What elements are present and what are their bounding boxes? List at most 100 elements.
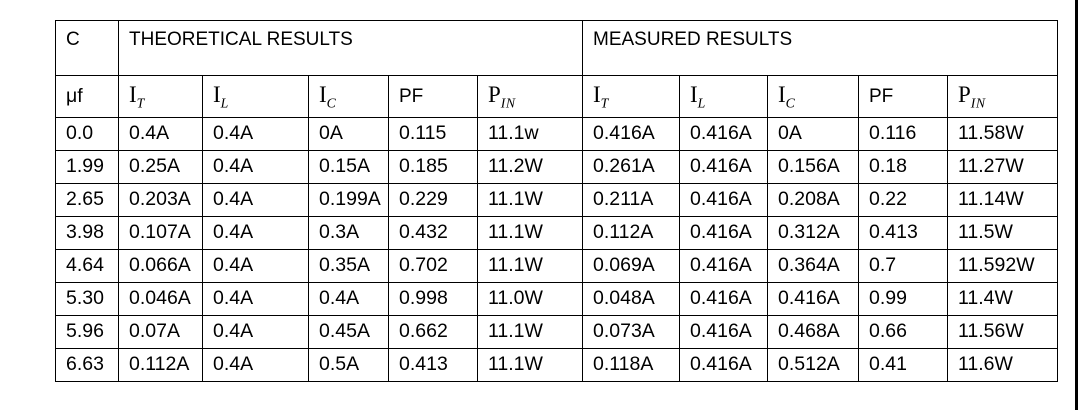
page-border-line <box>1075 0 1078 410</box>
table-row: 4.64 0.066A 0.4A 0.35A 0.702 11.1W 0.069A 0.416… <box>55 249 1059 283</box>
measured-cell-value: 0.156A <box>767 150 859 184</box>
capacitance-value: 0.0 <box>55 117 119 151</box>
group-header-row: C THEORETICAL RESULTS MEASURED RESULTS <box>55 20 1059 76</box>
header-symbol: PF <box>869 86 894 107</box>
theoretical-cell-value: 0.4A <box>308 282 389 316</box>
measured-col-header-pf: PF <box>858 75 948 118</box>
header-symbol: I <box>593 81 601 107</box>
measured-col-header-il: IL <box>679 75 768 118</box>
measured-cell-value: 0.118A <box>582 348 680 382</box>
measured-cell-value: 11.56W <box>946 315 1059 349</box>
theoretical-cell-value: 0.046A <box>118 282 203 316</box>
capacitance-value: 1.99 <box>55 150 119 184</box>
header-subscript: L <box>220 95 229 111</box>
column-header-row: μf IT IL IC PF PIN IT IL IC PF PIN <box>55 75 1059 118</box>
table-row: 5.96 0.07A 0.4A 0.45A 0.662 11.1W 0.073A 0.416A… <box>55 315 1059 349</box>
measured-cell-value: 11.5W <box>946 216 1059 250</box>
theoretical-cell-value: 0.4A <box>202 348 309 382</box>
theoretical-col-header-pf: PF <box>388 75 478 118</box>
theoretical-col-header-ic: IC <box>308 75 389 118</box>
header-symbol: I <box>319 81 327 107</box>
theoretical-cell-value: 0.112A <box>118 348 203 382</box>
capacitance-column-title: C <box>55 20 119 76</box>
theoretical-col-header-it: IT <box>118 75 203 118</box>
theoretical-cell-value: 0.25A <box>118 150 203 184</box>
measured-cell-value: 0.208A <box>767 183 859 217</box>
theoretical-results-header: THEORETICAL RESULTS <box>118 20 583 76</box>
measured-cell-value: 0.416A <box>679 282 768 316</box>
measured-cell-value: 11.58W <box>946 117 1059 151</box>
header-subscript: C <box>785 95 796 111</box>
measured-cell-value: 0.22 <box>858 183 948 217</box>
table-row: 5.30 0.046A 0.4A 0.4A 0.998 11.0W 0.048A 0.416A… <box>55 282 1059 316</box>
theoretical-cell-value: 0.203A <box>118 183 203 217</box>
theoretical-cell-value: 0.229 <box>388 183 478 217</box>
theoretical-cell-value: 11.1W <box>477 249 583 283</box>
measured-cell-value: 0.261A <box>582 150 680 184</box>
capacitance-value: 5.96 <box>55 315 119 349</box>
table-row: 2.65 0.203A 0.4A 0.199A 0.229 11.1W 0.211A 0.41… <box>55 183 1059 217</box>
capacitance-value: 4.64 <box>55 249 119 283</box>
theoretical-cell-value: 0A <box>308 117 389 151</box>
header-symbol: P <box>488 81 501 107</box>
header-symbol: P <box>958 81 971 107</box>
measured-cell-value: 0.069A <box>582 249 680 283</box>
theoretical-cell-value: 0.4A <box>202 183 309 217</box>
theoretical-cell-value: 0.4A <box>202 150 309 184</box>
measured-col-header-it: IT <box>582 75 680 118</box>
header-subscript: T <box>600 95 609 111</box>
measured-cell-value: 0.413 <box>858 216 948 250</box>
measured-cell-value: 0.18 <box>858 150 948 184</box>
header-symbol: I <box>129 81 137 107</box>
theoretical-cell-value: 11.1w <box>477 117 583 151</box>
theoretical-cell-value: 0.4A <box>202 315 309 349</box>
header-subscript: C <box>326 95 337 111</box>
theoretical-cell-value: 0.702 <box>388 249 478 283</box>
theoretical-cell-value: 0.4A <box>202 216 309 250</box>
theoretical-cell-value: 0.15A <box>308 150 389 184</box>
capacitance-unit-label: μf <box>55 75 119 118</box>
header-symbol: I <box>778 81 786 107</box>
theoretical-cell-value: 11.1W <box>477 315 583 349</box>
measured-cell-value: 0.416A <box>679 117 768 151</box>
capacitance-value: 6.63 <box>55 348 119 382</box>
theoretical-cell-value: 0.066A <box>118 249 203 283</box>
theoretical-col-header-pin: PIN <box>477 75 583 118</box>
measured-cell-value: 0.073A <box>582 315 680 349</box>
theoretical-cell-value: 0.185 <box>388 150 478 184</box>
measured-cell-value: 0.416A <box>679 315 768 349</box>
theoretical-cell-value: 0.432 <box>388 216 478 250</box>
measured-cell-value: 0.416A <box>679 150 768 184</box>
theoretical-cell-value: 0.4A <box>202 249 309 283</box>
measured-cell-value: 11.6W <box>946 348 1059 382</box>
theoretical-cell-value: 11.1W <box>477 348 583 382</box>
measured-cell-value: 0.416A <box>679 348 768 382</box>
theoretical-col-header-il: IL <box>202 75 309 118</box>
measured-cell-value: 0.416A <box>767 282 859 316</box>
theoretical-cell-value: 11.1W <box>477 216 583 250</box>
theoretical-cell-value: 0.4A <box>202 117 309 151</box>
measured-cell-value: 0.416A <box>679 183 768 217</box>
theoretical-cell-value: 11.1W <box>477 183 583 217</box>
measured-cell-value: 0.7 <box>858 249 948 283</box>
theoretical-cell-value: 0.199A <box>308 183 389 217</box>
theoretical-cell-value: 0.998 <box>388 282 478 316</box>
measured-cell-value: 11.4W <box>946 282 1059 316</box>
theoretical-cell-value: 0.45A <box>308 315 389 349</box>
theoretical-cell-value: 0.5A <box>308 348 389 382</box>
header-subscript: IN <box>970 95 986 111</box>
measured-cell-value: 11.592W <box>946 249 1059 283</box>
measured-cell-value: 0.416A <box>679 249 768 283</box>
header-subscript: T <box>136 95 145 111</box>
theoretical-cell-value: 0.07A <box>118 315 203 349</box>
header-symbol: PF <box>399 86 424 107</box>
header-subscript: L <box>697 95 706 111</box>
theoretical-cell-value: 11.2W <box>477 150 583 184</box>
capacitance-value: 2.65 <box>55 183 119 217</box>
table-row: 6.63 0.112A 0.4A 0.5A 0.413 11.1W 0.118A 0.416A… <box>55 348 1059 382</box>
measured-cell-value: 0.364A <box>767 249 859 283</box>
measured-cell-value: 11.14W <box>946 183 1059 217</box>
measured-cell-value: 11.27W <box>946 150 1059 184</box>
measured-cell-value: 0.048A <box>582 282 680 316</box>
measured-cell-value: 0.99 <box>858 282 948 316</box>
